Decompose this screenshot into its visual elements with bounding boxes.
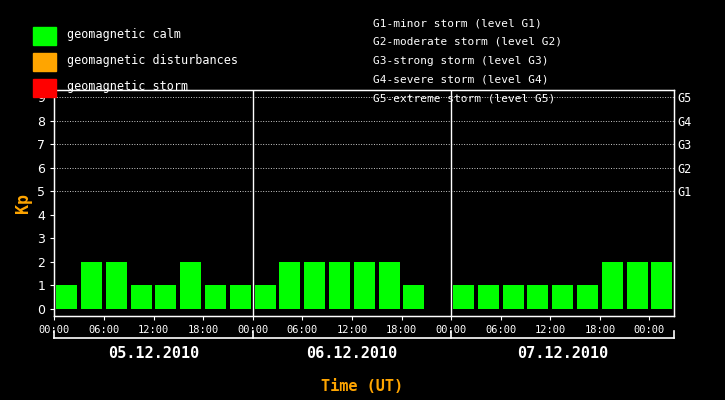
Bar (279, 262, 300, 309)
Bar (552, 285, 573, 309)
Bar (205, 285, 226, 309)
Text: 07.12.2010: 07.12.2010 (517, 346, 608, 362)
Bar (130, 285, 152, 309)
Text: geomagnetic calm: geomagnetic calm (67, 28, 181, 41)
Bar (378, 262, 399, 309)
Bar (478, 285, 499, 309)
Bar (577, 285, 598, 309)
Bar (354, 262, 375, 309)
Bar (181, 262, 202, 309)
Text: geomagnetic storm: geomagnetic storm (67, 80, 188, 93)
Text: G1-minor storm (level G1): G1-minor storm (level G1) (373, 18, 542, 28)
Y-axis label: Kp: Kp (14, 193, 32, 213)
Text: 05.12.2010: 05.12.2010 (108, 346, 199, 362)
Text: geomagnetic disturbances: geomagnetic disturbances (67, 54, 238, 67)
Bar (81, 262, 102, 309)
Bar (329, 262, 350, 309)
Text: G5-extreme storm (level G5): G5-extreme storm (level G5) (373, 93, 555, 103)
Text: G3-strong storm (level G3): G3-strong storm (level G3) (373, 56, 549, 66)
Bar (403, 285, 424, 309)
Bar (453, 285, 474, 309)
Bar (527, 285, 548, 309)
Bar (230, 285, 251, 309)
Text: Time (UT): Time (UT) (321, 379, 404, 394)
Bar (155, 285, 176, 309)
Bar (254, 285, 276, 309)
Bar (626, 262, 647, 309)
Text: 06.12.2010: 06.12.2010 (306, 346, 397, 362)
Text: G2-moderate storm (level G2): G2-moderate storm (level G2) (373, 37, 563, 47)
Text: G4-severe storm (level G4): G4-severe storm (level G4) (373, 74, 549, 84)
Bar (304, 262, 326, 309)
Bar (602, 262, 623, 309)
Bar (57, 285, 78, 309)
Bar (651, 262, 672, 309)
Bar (502, 285, 523, 309)
Bar (106, 262, 127, 309)
